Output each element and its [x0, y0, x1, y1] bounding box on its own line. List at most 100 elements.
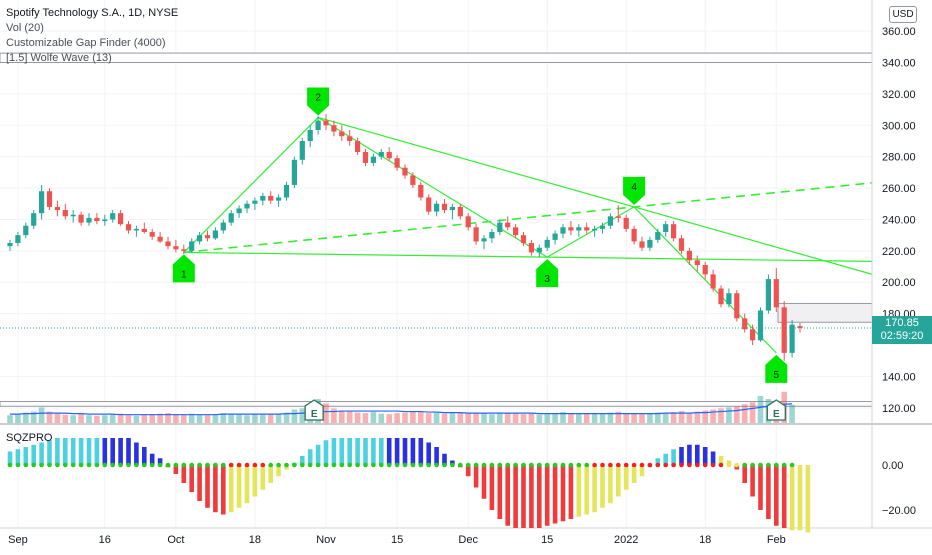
sqzpro-bar: [134, 442, 139, 465]
volume-bar: [607, 412, 614, 423]
sqzpro-dot: [181, 462, 187, 468]
volume-bar: [157, 413, 163, 423]
candle-body: [94, 217, 100, 222]
wolfe-point-label: 2: [315, 92, 321, 103]
sqzpro-dot: [268, 462, 274, 468]
wolfe-line-1-3: [183, 251, 873, 262]
wolfe-line-2-4: [317, 116, 873, 275]
candle-body: [647, 239, 653, 248]
indicator-sqzpro-label[interactable]: SQZPRO: [6, 432, 53, 444]
candle-body: [252, 200, 258, 204]
earnings-marker-label: E: [773, 409, 780, 420]
sqzpro-dot: [552, 462, 558, 468]
sqzpro-bar: [300, 456, 305, 465]
wolfe-leg: [546, 206, 635, 258]
volume-bar: [267, 413, 274, 423]
price-axis-label: 300.00: [882, 120, 916, 132]
sqzpro-dot: [679, 462, 684, 468]
price-axis-label: 320.00: [882, 89, 916, 101]
sqzpro-dot: [458, 462, 463, 468]
sqzpro-bar: [797, 465, 803, 531]
candle-body: [655, 232, 661, 240]
candle-body: [757, 310, 764, 341]
sqzpro-dot: [355, 462, 360, 468]
sqzpro-dot: [394, 462, 400, 468]
sqzpro-dot: [23, 462, 29, 468]
volume-bar: [188, 413, 195, 423]
candle-body: [663, 224, 669, 233]
sqzpro-bar: [307, 449, 313, 465]
candle-body: [141, 228, 147, 233]
candle-body: [528, 243, 534, 253]
sqzpro-bar: [781, 465, 787, 528]
sqzpro-dot: [7, 462, 13, 468]
sqzpro-bar: [173, 465, 179, 474]
time-axis-label: Dec: [458, 534, 478, 546]
volume-bar: [544, 414, 550, 423]
candle-body: [133, 228, 139, 231]
volume-bar: [702, 410, 708, 423]
sqzpro-bar: [608, 465, 613, 504]
candle-body: [110, 213, 116, 220]
wolfe-point-marker: 2: [307, 87, 330, 116]
volume-bar: [109, 414, 116, 423]
candle-body: [750, 329, 756, 341]
sqzpro-bar: [513, 465, 518, 528]
indicator-volume-label[interactable]: Vol (20): [6, 22, 44, 34]
candle-body: [552, 233, 558, 240]
candle-body: [291, 159, 297, 185]
candle-body: [386, 151, 392, 159]
candle-body: [465, 216, 471, 228]
sqzpro-bar: [39, 442, 44, 465]
wolfe-point-marker: 5: [765, 354, 788, 383]
candle-body: [189, 241, 195, 251]
candle-body: [283, 184, 290, 198]
volume-bar: [165, 413, 171, 423]
indicator-gap-finder-label[interactable]: Customizable Gap Finder (4000): [6, 37, 166, 49]
sqzpro-bar: [118, 438, 123, 465]
gap-zone-right: [777, 302, 873, 323]
candle-body: [125, 224, 132, 231]
candle-body: [678, 238, 685, 251]
sqzpro-dot: [228, 462, 234, 468]
volume-bar: [252, 414, 258, 423]
time-axis-label: 15: [391, 534, 403, 546]
oscillator-axis-label: 0.00: [882, 460, 903, 472]
sqzpro-dot: [142, 462, 147, 468]
sqzpro-dot: [315, 462, 321, 468]
volume-bar: [62, 414, 69, 423]
volume-bar: [149, 414, 155, 423]
currency-button[interactable]: USD: [889, 6, 917, 23]
sqzpro-dot: [687, 462, 692, 468]
sqzpro-bar: [805, 465, 811, 533]
sqzpro-bar: [55, 438, 60, 465]
sqzpro-dot: [434, 462, 439, 468]
sqzpro-dot: [15, 462, 21, 468]
volume-bar: [741, 404, 748, 423]
wolfe-point-marker: 1: [172, 254, 195, 283]
volume-bar: [560, 412, 566, 423]
price-axis-label: 260.00: [882, 183, 916, 195]
sqzpro-bar: [529, 465, 534, 528]
sqzpro-bar: [363, 438, 368, 465]
candle-body: [62, 210, 68, 217]
indicator-wolfe-wave-label[interactable]: [1.5] Wolfe Wave (13): [6, 52, 112, 64]
candle-body: [623, 217, 629, 229]
symbol-title[interactable]: Spotify Technology S.A., 1D, NYSE: [6, 7, 179, 19]
candle-body: [726, 293, 732, 305]
candle-body: [481, 238, 487, 242]
sqzpro-dot: [671, 462, 676, 468]
candle-body: [7, 243, 13, 247]
volume-bar: [591, 413, 598, 423]
sqzpro-bar: [442, 453, 447, 465]
candle-body: [457, 206, 463, 217]
time-axis-label: Nov: [316, 534, 336, 546]
candle-body: [576, 227, 582, 231]
sqzpro-bar: [102, 438, 108, 465]
earnings-marker-label: E: [311, 409, 318, 420]
candle-body: [765, 279, 771, 311]
volume-bar: [623, 413, 629, 423]
price-axis-label: 140.00: [882, 371, 916, 383]
sqzpro-bar: [497, 465, 503, 519]
